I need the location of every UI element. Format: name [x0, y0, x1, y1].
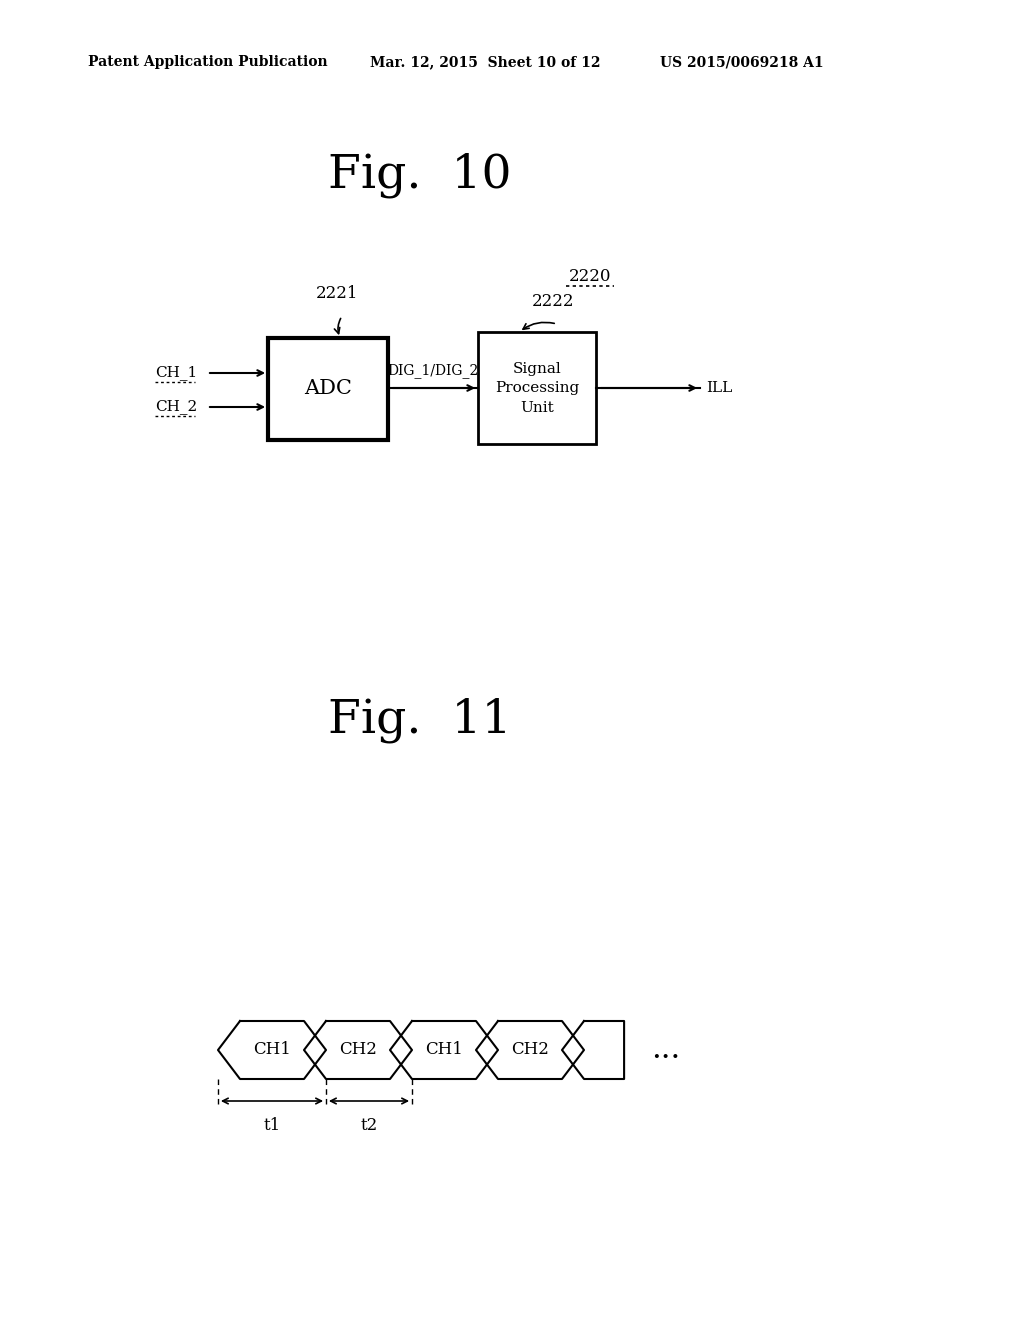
Polygon shape: [390, 1020, 498, 1078]
Text: CH_2: CH_2: [155, 400, 198, 414]
Text: US 2015/0069218 A1: US 2015/0069218 A1: [660, 55, 823, 69]
Polygon shape: [476, 1020, 584, 1078]
Polygon shape: [218, 1020, 326, 1078]
Text: CH_1: CH_1: [155, 366, 198, 380]
Text: 2220: 2220: [568, 268, 611, 285]
Text: CH1: CH1: [425, 1041, 463, 1059]
Text: 2221: 2221: [315, 285, 358, 302]
Text: Patent Application Publication: Patent Application Publication: [88, 55, 328, 69]
Polygon shape: [304, 1020, 412, 1078]
Text: ADC: ADC: [304, 380, 352, 399]
Bar: [478, 333, 596, 444]
Text: CH2: CH2: [511, 1041, 549, 1059]
Text: Signal
Processing
Unit: Signal Processing Unit: [495, 362, 580, 414]
Text: 2222: 2222: [531, 293, 574, 310]
Text: Fig.  11: Fig. 11: [328, 697, 512, 743]
Text: ILL: ILL: [706, 381, 732, 395]
Text: DIG_1/DIG_2: DIG_1/DIG_2: [387, 363, 478, 378]
Text: Fig.  10: Fig. 10: [329, 152, 512, 198]
Text: CH2: CH2: [339, 1041, 377, 1059]
Text: t1: t1: [263, 1117, 281, 1134]
Text: CH1: CH1: [253, 1041, 291, 1059]
Polygon shape: [562, 1020, 624, 1078]
Text: Mar. 12, 2015  Sheet 10 of 12: Mar. 12, 2015 Sheet 10 of 12: [370, 55, 600, 69]
Bar: [268, 338, 388, 440]
Text: ...: ...: [651, 1035, 680, 1065]
Text: t2: t2: [360, 1117, 378, 1134]
